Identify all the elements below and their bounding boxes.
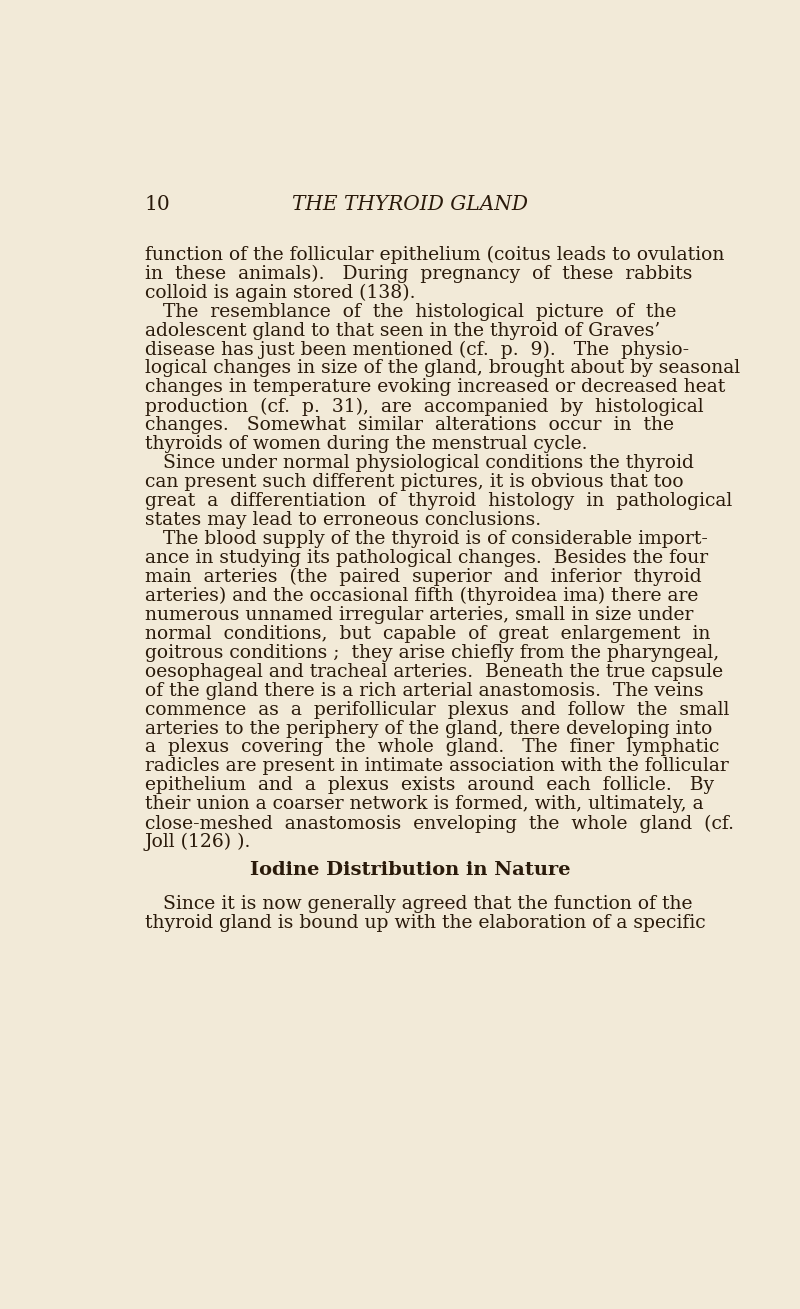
Text: radicles are present in intimate association with the follicular: radicles are present in intimate associa… <box>145 758 728 775</box>
Text: arteries to the periphery of the gland, there developing into: arteries to the periphery of the gland, … <box>145 720 712 737</box>
Text: adolescent gland to that seen in the thyroid of Graves’: adolescent gland to that seen in the thy… <box>145 322 660 339</box>
Text: in  these  animals).   During  pregnancy  of  these  rabbits: in these animals). During pregnancy of t… <box>145 264 692 283</box>
Text: numerous unnamed irregular arteries, small in size under: numerous unnamed irregular arteries, sma… <box>145 606 693 624</box>
Text: commence  as  a  perifollicular  plexus  and  follow  the  small: commence as a perifollicular plexus and … <box>145 700 729 719</box>
Text: close-meshed  anastomosis  enveloping  the  whole  gland  (cf.: close-meshed anastomosis enveloping the … <box>145 814 734 833</box>
Text: a  plexus  covering  the  whole  gland.   The  finer  lymphatic: a plexus covering the whole gland. The f… <box>145 738 719 757</box>
Text: normal  conditions,  but  capable  of  great  enlargement  in: normal conditions, but capable of great … <box>145 624 710 643</box>
Text: changes in temperature evoking increased or decreased heat: changes in temperature evoking increased… <box>145 378 725 397</box>
Text: states may lead to erroneous conclusions.: states may lead to erroneous conclusions… <box>145 511 541 529</box>
Text: Joll (126) ).: Joll (126) ). <box>145 834 251 851</box>
Text: colloid is again stored (138).: colloid is again stored (138). <box>145 284 415 302</box>
Text: Since it is now generally agreed that the function of the: Since it is now generally agreed that th… <box>145 895 692 914</box>
Text: Since under normal physiological conditions the thyroid: Since under normal physiological conditi… <box>145 454 694 473</box>
Text: thyroid gland is bound up with the elaboration of a specific: thyroid gland is bound up with the elabo… <box>145 914 706 932</box>
Text: function of the follicular epithelium (coitus leads to ovulation: function of the follicular epithelium (c… <box>145 246 724 264</box>
Text: their union a coarser network is formed, with, ultimately, a: their union a coarser network is formed,… <box>145 796 703 813</box>
Text: 10: 10 <box>145 195 170 215</box>
Text: epithelium  and  a  plexus  exists  around  each  follicle.   By: epithelium and a plexus exists around ea… <box>145 776 714 795</box>
Text: can present such different pictures, it is obvious that too: can present such different pictures, it … <box>145 473 683 491</box>
Text: great  a  differentiation  of  thyroid  histology  in  pathological: great a differentiation of thyroid histo… <box>145 492 732 511</box>
Text: ance in studying its pathological changes.  Besides the four: ance in studying its pathological change… <box>145 548 708 567</box>
Text: THE THYROID GLAND: THE THYROID GLAND <box>292 195 528 215</box>
Text: goitrous conditions ;  they arise chiefly from the pharyngeal,: goitrous conditions ; they arise chiefly… <box>145 644 719 662</box>
Text: disease has just been mentioned (cf.  p.  9).   The  physio-: disease has just been mentioned (cf. p. … <box>145 340 689 359</box>
Text: thyroids of women during the menstrual cycle.: thyroids of women during the menstrual c… <box>145 436 587 453</box>
Text: oesophageal and tracheal arteries.  Beneath the true capsule: oesophageal and tracheal arteries. Benea… <box>145 662 722 681</box>
Text: main  arteries  (the  paired  superior  and  inferior  thyroid: main arteries (the paired superior and i… <box>145 568 702 586</box>
Text: logical changes in size of the gland, brought about by seasonal: logical changes in size of the gland, br… <box>145 360 740 377</box>
Text: Iodine Distribution in Nature: Iodine Distribution in Nature <box>250 861 570 880</box>
Text: changes.   Somewhat  similar  alterations  occur  in  the: changes. Somewhat similar alterations oc… <box>145 416 674 435</box>
Text: production  (cf.  p.  31),  are  accompanied  by  histological: production (cf. p. 31), are accompanied … <box>145 398 703 416</box>
Text: The blood supply of the thyroid is of considerable import-: The blood supply of the thyroid is of co… <box>145 530 707 548</box>
Text: The  resemblance  of  the  histological  picture  of  the: The resemblance of the histological pict… <box>145 302 676 321</box>
Text: arteries) and the occasional fifth (thyroidea ima) there are: arteries) and the occasional fifth (thyr… <box>145 586 698 605</box>
Text: of the gland there is a rich arterial anastomosis.  The veins: of the gland there is a rich arterial an… <box>145 682 703 699</box>
